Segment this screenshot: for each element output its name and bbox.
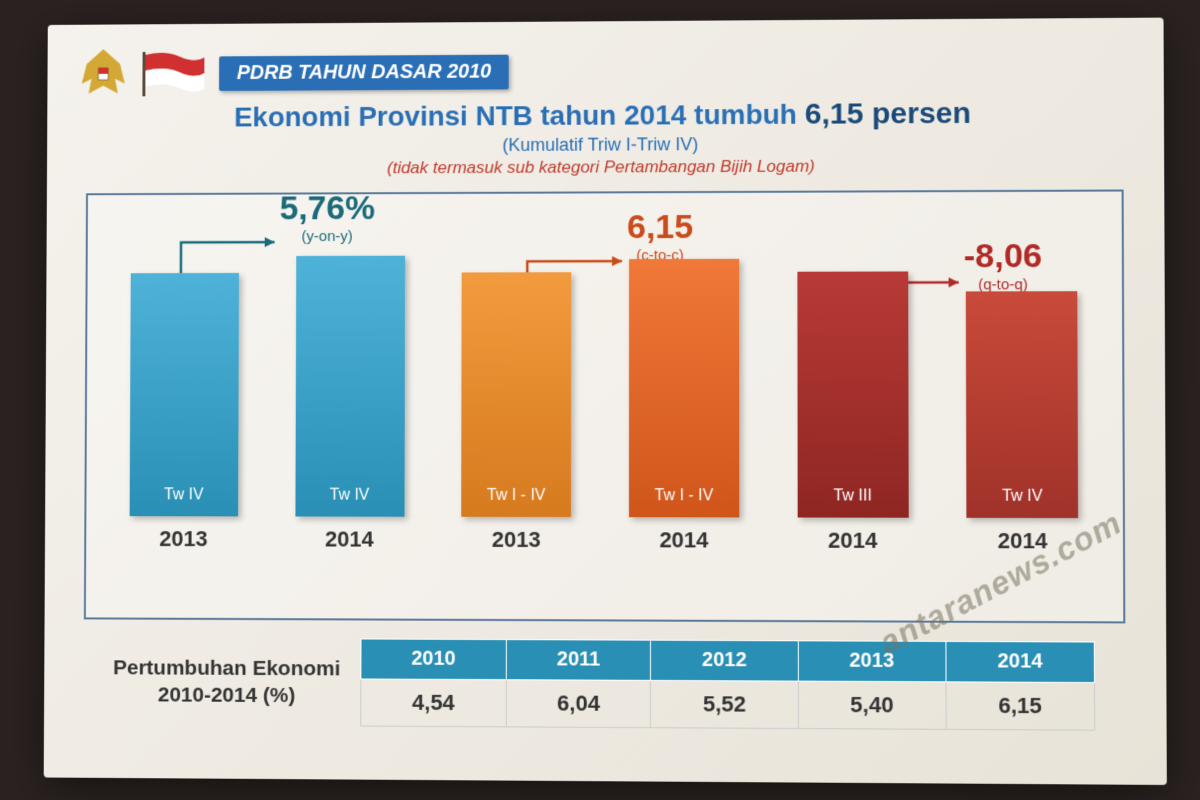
bar: Tw IV xyxy=(295,256,405,517)
growth-year-header: 2013 xyxy=(798,641,946,682)
bar-year-label: 2013 xyxy=(159,526,207,552)
bar: Tw IV xyxy=(129,273,238,516)
emblem-row: PDRB TAHUN DASAR 2010 xyxy=(77,38,1134,104)
growth-table-label: Pertumbuhan Ekonomi 2010-2014 (%) xyxy=(113,654,341,710)
growth-year-header: 2010 xyxy=(361,639,507,680)
slide-caption: (tidak termasuk sub kategori Pertambanga… xyxy=(76,155,1133,179)
title-percent: 6,15 persen xyxy=(805,97,971,131)
bar-year-label: 2014 xyxy=(828,528,877,554)
title-prefix: Ekonomi Provinsi NTB tahun 2014 tumbuh xyxy=(234,99,805,133)
growth-year-header: 2012 xyxy=(651,640,798,681)
flag-icon xyxy=(140,51,209,96)
growth-label-line1: Pertumbuhan Ekonomi xyxy=(113,656,340,680)
bar-group: Tw IV2014 xyxy=(952,212,1093,555)
bar-year-label: 2014 xyxy=(325,527,374,553)
growth-year-header: 2014 xyxy=(946,641,1095,682)
bar: Tw I - IV xyxy=(461,272,571,517)
growth-table-block: Pertumbuhan Ekonomi 2010-2014 (%) 201020… xyxy=(113,637,1095,730)
bar: Tw IV xyxy=(966,291,1078,518)
bar-year-label: 2014 xyxy=(659,527,708,553)
growth-label-line2: 2010-2014 (%) xyxy=(158,683,295,707)
bar-group: Tw IV 2013 xyxy=(116,214,253,552)
bar: Tw III xyxy=(797,271,908,517)
badge-pdrb: PDRB TAHUN DASAR 2010 xyxy=(219,54,509,90)
bar-group: Tw I - IV 2013 xyxy=(448,213,586,553)
slide-title: Ekonomi Provinsi NTB tahun 2014 tumbuh 6… xyxy=(77,96,1134,135)
bar: Tw I - IV xyxy=(629,259,739,518)
growth-table: 20102011201220132014 4,546,045,525,406,1… xyxy=(360,638,1095,730)
title-block: Ekonomi Provinsi NTB tahun 2014 tumbuh 6… xyxy=(76,96,1133,179)
presentation-slide: PDRB TAHUN DASAR 2010 Ekonomi Provinsi N… xyxy=(44,18,1167,785)
slide-subtitle: (Kumulatif Triw I-Triw IV) xyxy=(76,132,1133,158)
bar-year-label: 2013 xyxy=(492,527,541,553)
growth-value-cell: 4,54 xyxy=(361,679,507,727)
growth-value-cell: 6,04 xyxy=(506,680,651,728)
bar-group: Tw IV 2014 xyxy=(281,214,418,553)
bar-group: Tw III 2014 xyxy=(783,212,922,554)
growth-value-cell: 6,15 xyxy=(946,682,1095,730)
growth-year-header: 2011 xyxy=(506,640,651,681)
bar-chart-frame: 5,76%(y-on-y)6,15(c-to-c)-8,06(q-to-q) T… xyxy=(84,190,1125,624)
garuda-emblem-icon xyxy=(77,44,131,103)
growth-value-cell: 5,40 xyxy=(798,681,946,729)
growth-value-cell: 5,52 xyxy=(651,680,798,728)
bar-group: Tw I - IV 2014 xyxy=(615,213,753,554)
